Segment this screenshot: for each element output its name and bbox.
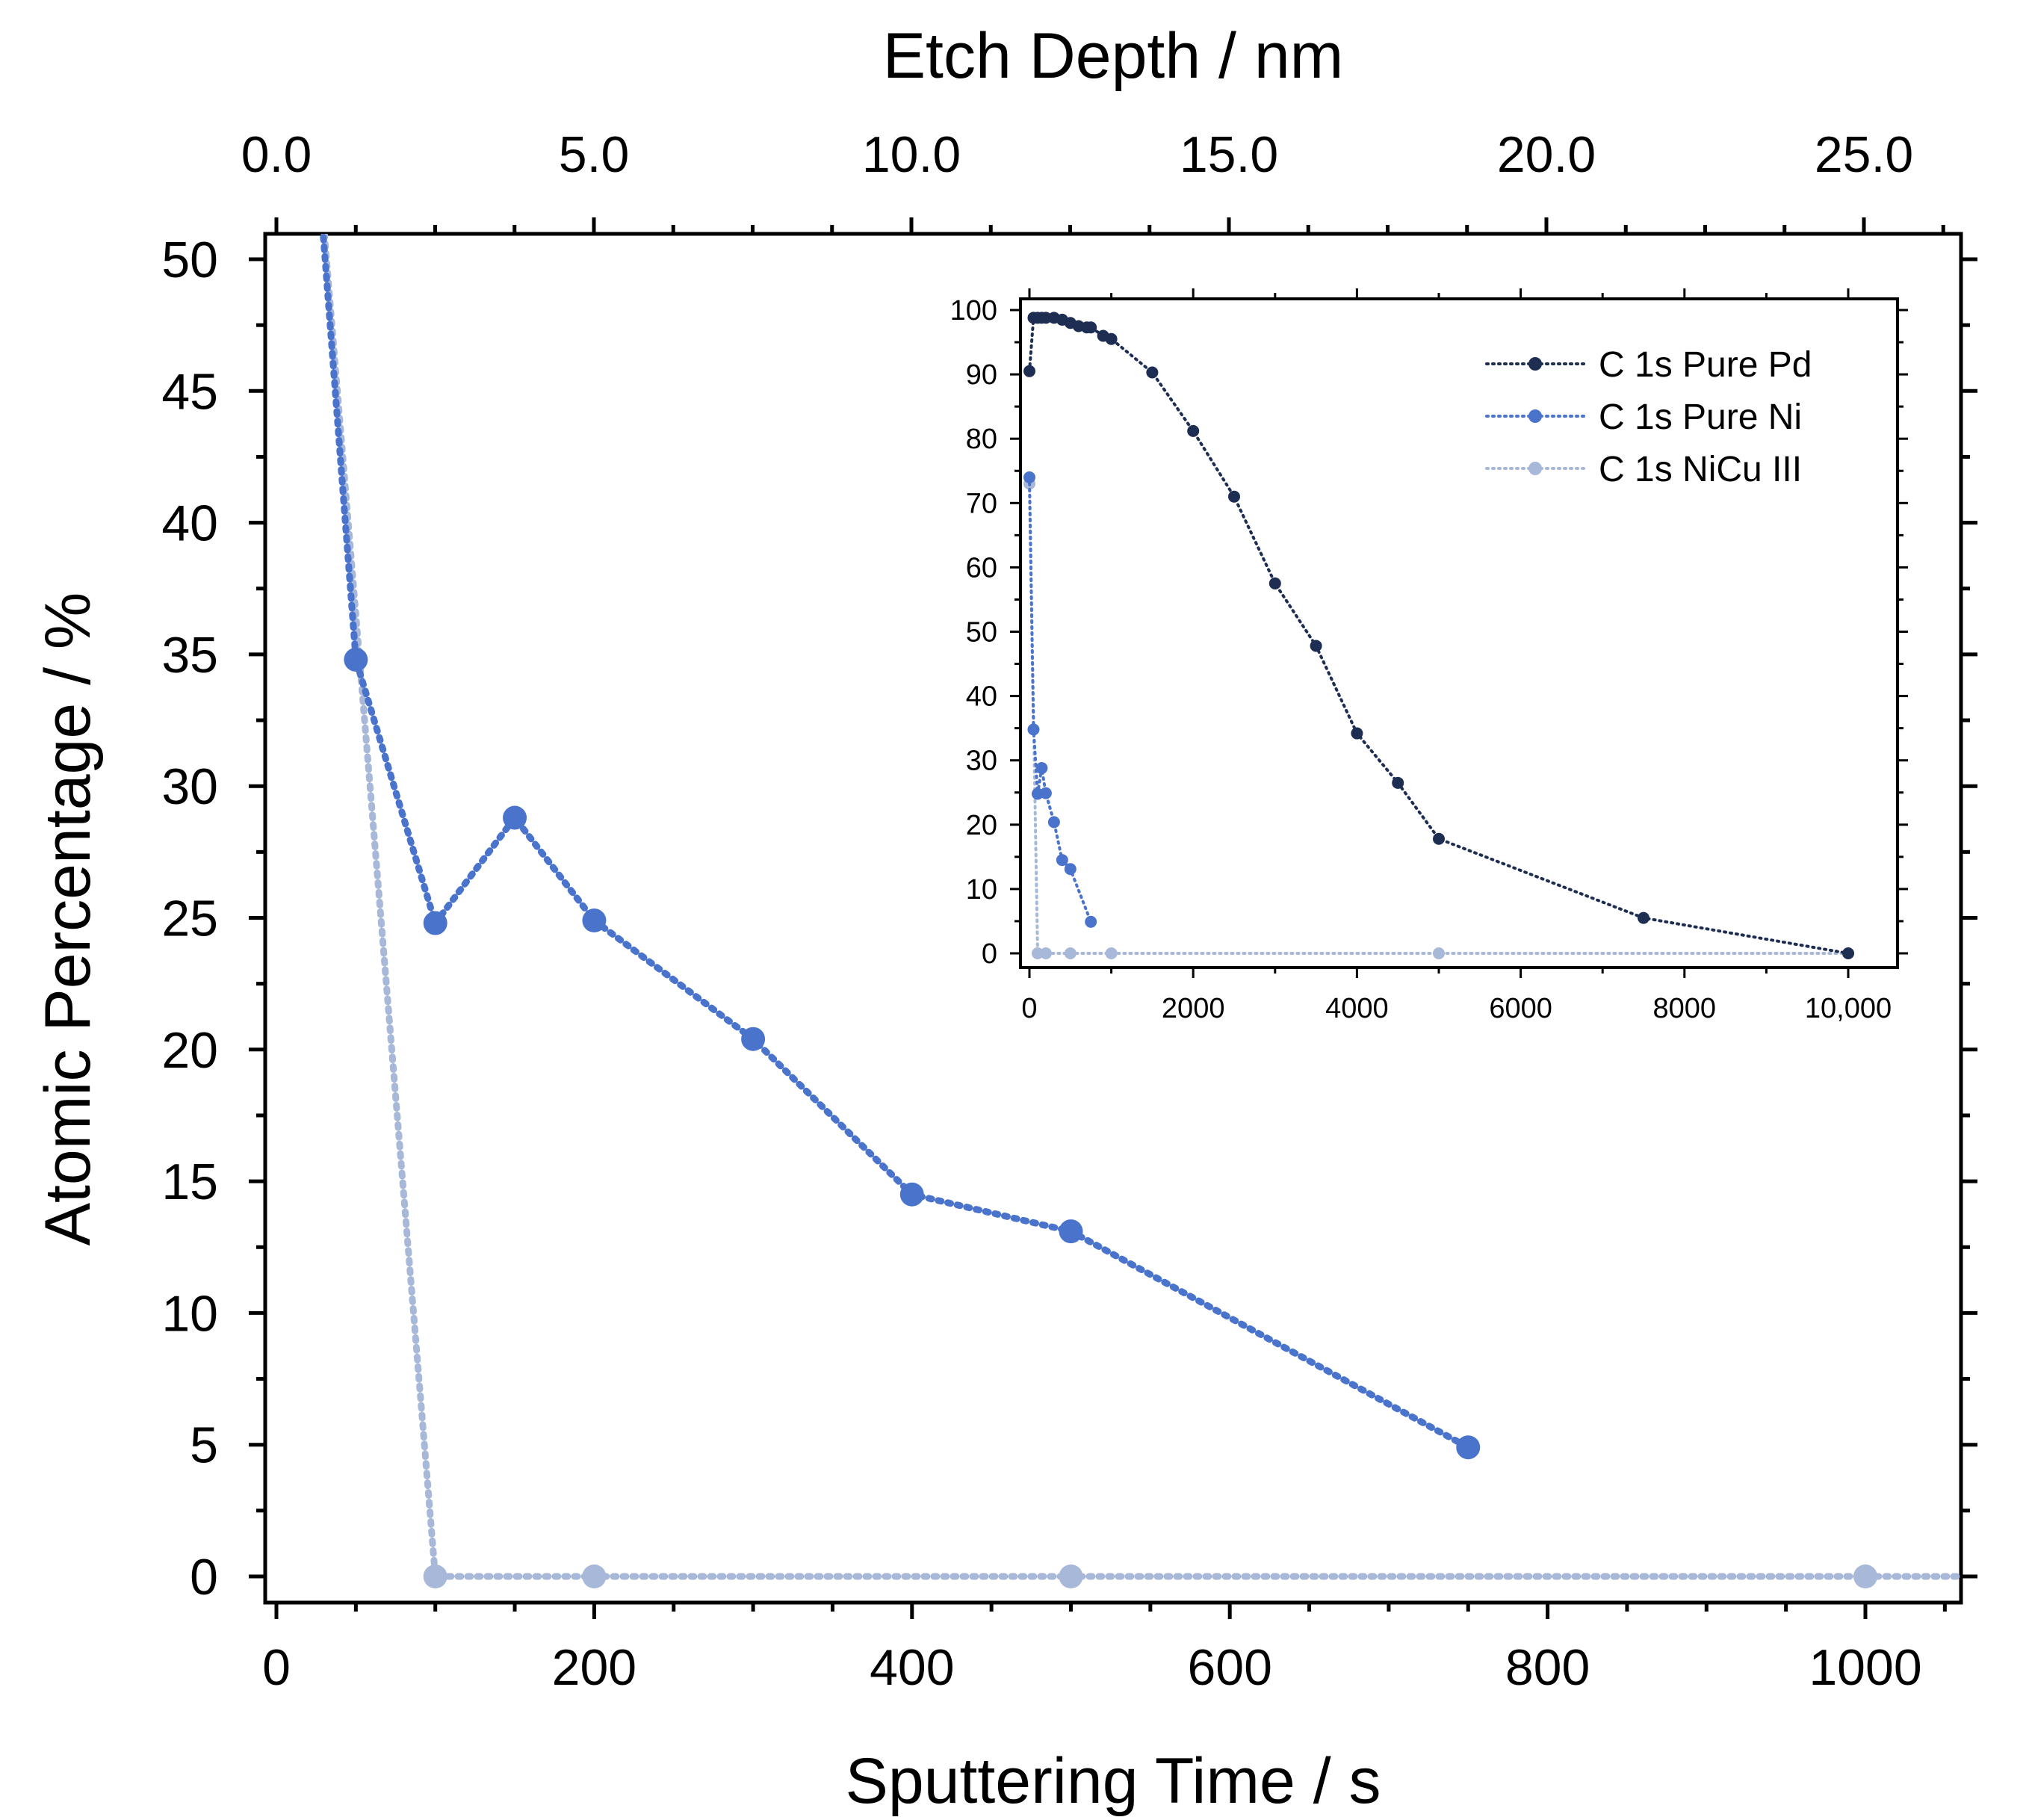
inset-x-tick-label: 4000 [1325, 993, 1389, 1024]
inset-data-point [1047, 816, 1060, 829]
inset-data-point [1638, 911, 1649, 924]
inset-y-tick-label: 100 [950, 295, 997, 326]
top-x-tick-label: 0.0 [241, 126, 312, 183]
inset-x-tick-label: 6000 [1489, 993, 1552, 1024]
y-tick-label: 40 [161, 495, 218, 552]
y-tick-label: 50 [161, 232, 218, 288]
inset-data-point [1023, 471, 1035, 483]
x-tick-label: 800 [1505, 1639, 1590, 1696]
inset-data-point [1085, 915, 1097, 928]
legend-label: C 1s Pure Ni [1599, 397, 1802, 437]
inset-y-tick-label: 80 [966, 424, 997, 455]
inset-data-point [1039, 947, 1052, 959]
y-tick-label: 20 [161, 1022, 218, 1079]
x-tick-label: 600 [1187, 1639, 1271, 1696]
inset-x-tick-label: 10,000 [1805, 993, 1892, 1024]
data-point [423, 911, 447, 935]
inset-data-point [1392, 776, 1404, 789]
y-tick-label: 5 [190, 1417, 218, 1474]
legend-label: C 1s Pure Pd [1599, 345, 1812, 385]
legend-marker [1528, 409, 1542, 423]
inset-data-point [1085, 321, 1097, 334]
top-x-tick-label: 20.0 [1497, 126, 1596, 183]
y-tick-label: 10 [161, 1285, 218, 1342]
inset-data-point [1039, 312, 1052, 324]
data-point [1059, 1564, 1083, 1588]
data-point [741, 1027, 766, 1051]
inset-data-point [1105, 947, 1118, 959]
inset-data-point [1310, 640, 1322, 652]
data-point [344, 647, 368, 672]
inset-data-point [1268, 577, 1281, 589]
inset-y-tick-label: 60 [966, 552, 997, 584]
y-tick-label: 30 [161, 758, 218, 815]
inset-y-tick-label: 20 [966, 810, 997, 841]
legend-label: C 1s NiCu III [1599, 450, 1802, 489]
inset-x-tick-label: 8000 [1653, 993, 1717, 1024]
inset-data-point [1146, 366, 1159, 379]
inset-y-tick-label: 50 [966, 617, 997, 649]
inset-data-point [1433, 832, 1445, 845]
data-point [1456, 1435, 1481, 1460]
inset-y-tick-label: 70 [966, 488, 997, 519]
top-x-tick-label: 5.0 [559, 126, 630, 183]
y-tick-label: 45 [161, 363, 218, 420]
data-point [1059, 1219, 1083, 1244]
inset-y-tick-label: 30 [966, 746, 997, 777]
inset-data-point [1351, 727, 1363, 740]
inset-data-point [1027, 723, 1040, 736]
y-tick-label: 15 [161, 1154, 218, 1210]
inset-x-tick-label: 2000 [1162, 993, 1225, 1024]
data-point [1853, 1564, 1877, 1588]
inset-data-point [1035, 762, 1048, 775]
inset-plot: 0 2000 4000 6000 8000 10,000 0 10 20 30 40 50 60 70 80… [950, 288, 1908, 1024]
data-point [582, 909, 607, 933]
top-x-tick-label: 15.0 [1180, 126, 1278, 183]
data-point [423, 1564, 447, 1588]
data-point [582, 1564, 607, 1588]
legend-marker [1528, 357, 1542, 371]
main-series-clip [320, 234, 1961, 1588]
top-x-tick-label: 10.0 [862, 126, 961, 183]
legend-marker [1528, 462, 1542, 475]
inset-data-point [1064, 863, 1077, 876]
top-x-axis-label: Etch Depth / nm [883, 20, 1344, 92]
inset-data-point [1039, 787, 1052, 799]
inset-frame [1019, 297, 1899, 969]
top-x-tick-label: 25.0 [1815, 126, 1913, 183]
inset-data-point [1064, 947, 1077, 959]
inset-y-tick-label: 90 [966, 359, 997, 391]
inset-y-tick-label: 10 [966, 874, 997, 906]
data-point [899, 1182, 924, 1207]
y-tick-label: 0 [190, 1549, 218, 1606]
inset-y-tick-label: 0 [982, 938, 997, 970]
inset-data-point [1031, 947, 1044, 959]
inset-data-point [1433, 947, 1445, 959]
inset-data-point [1228, 490, 1240, 503]
y-tick-label: 35 [161, 627, 218, 684]
main-series [320, 234, 1961, 1588]
y-tick-label: 25 [161, 891, 218, 947]
x-axis-label: Sputtering Time / s [846, 1745, 1381, 1817]
x-tick-label: 200 [552, 1639, 636, 1696]
data-point [503, 805, 527, 830]
x-tick-label: 1000 [1809, 1639, 1921, 1696]
inset-data-point [1187, 424, 1200, 437]
inset-data-point [1056, 854, 1068, 867]
x-tick-label: 400 [870, 1639, 954, 1696]
inset-x-tick-label: 0 [1021, 993, 1037, 1024]
y-axis-label: Atomic Percentage / % [32, 592, 104, 1246]
series-line-c-1s-nicu-iii [320, 234, 1961, 1580]
inset-data-point [1023, 365, 1035, 377]
x-tick-label: 0 [262, 1639, 291, 1696]
inset-data-point [1842, 947, 1854, 959]
inset-y-tick-label: 40 [966, 681, 997, 713]
inset-data-point [1105, 332, 1118, 345]
